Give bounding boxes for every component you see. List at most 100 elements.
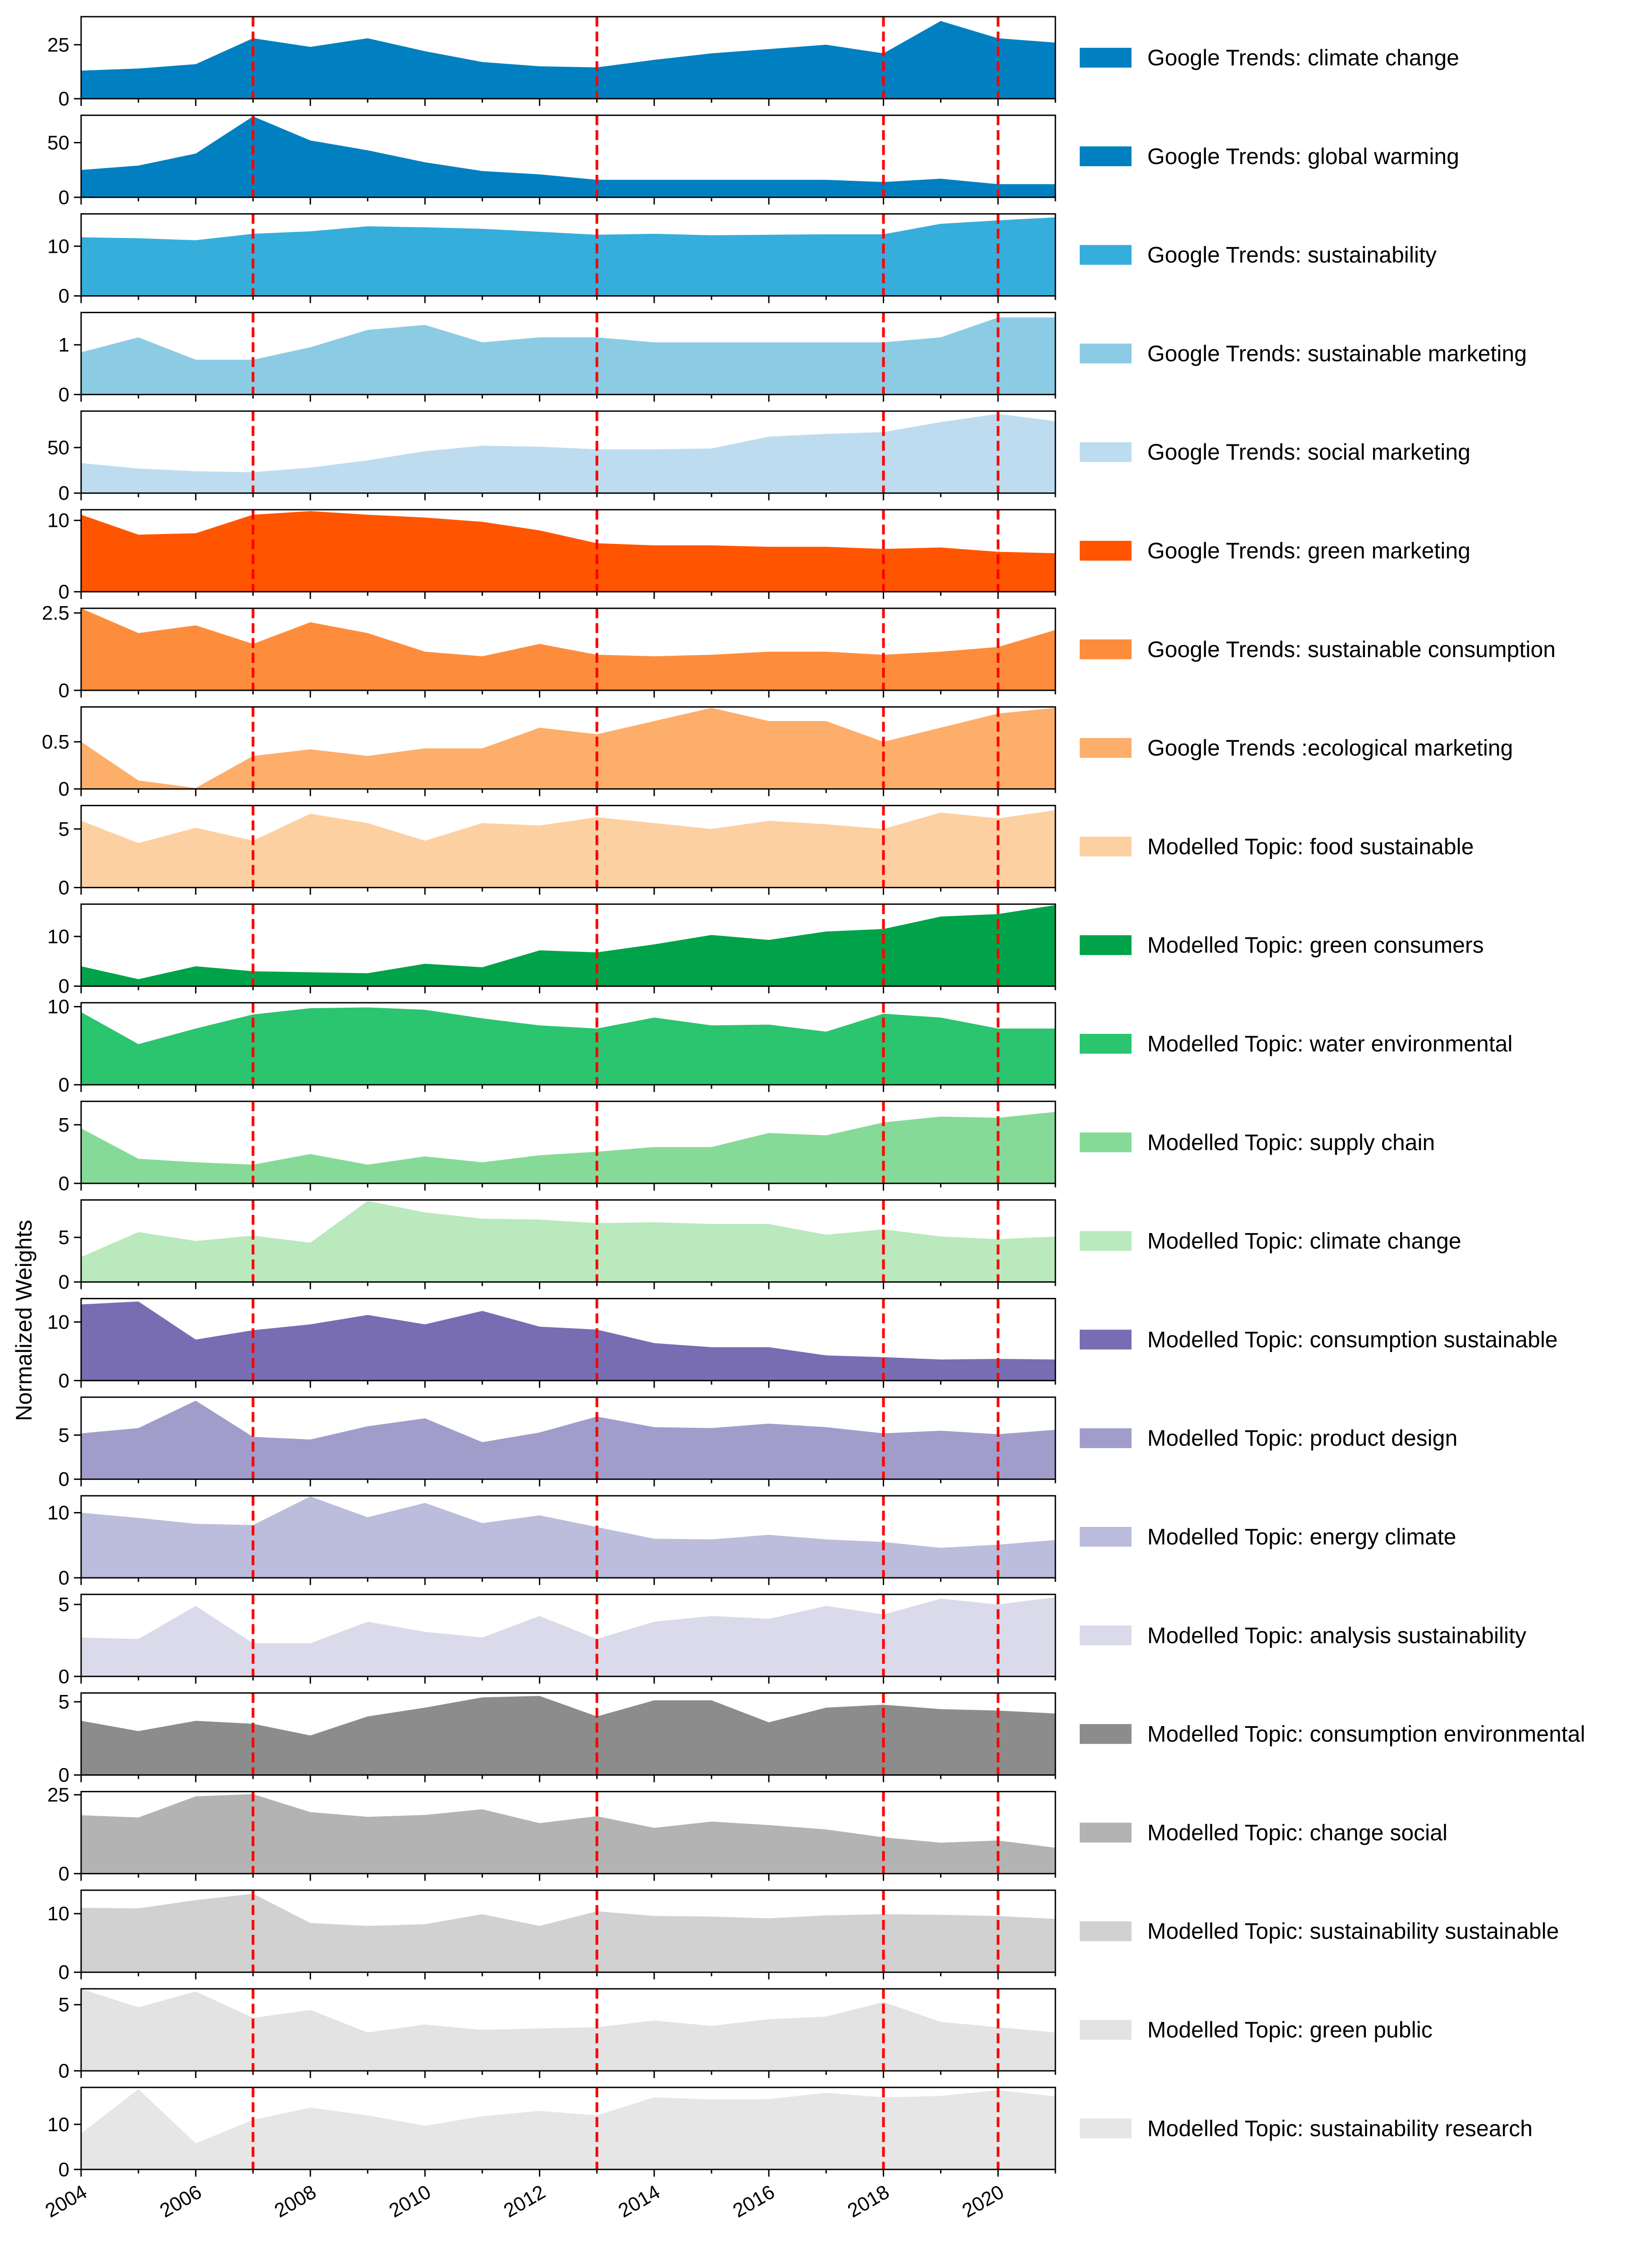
legend-swatch-4 bbox=[1080, 343, 1132, 364]
panel-8: 0 0.5 Google Trends :ecological marketing bbox=[42, 706, 1513, 800]
panel-frame bbox=[80, 16, 1056, 100]
y-tick-label: 1 bbox=[59, 334, 69, 356]
y-tick-label: 10 bbox=[47, 926, 69, 948]
legend-swatch-1 bbox=[1080, 48, 1132, 68]
y-tick-label: 0 bbox=[59, 975, 69, 997]
y-tick-label: 0 bbox=[59, 88, 69, 110]
panel-frame bbox=[80, 114, 1056, 198]
panel-frame bbox=[80, 213, 1056, 297]
panel-12: 0 5 Modelled Topic: supply chain bbox=[59, 1101, 1435, 1195]
legend-label-11: Modelled Topic: water environmental bbox=[1147, 1031, 1513, 1056]
y-tick-label: 25 bbox=[47, 1784, 69, 1806]
area-series-19 bbox=[81, 1794, 1055, 1874]
y-tick-label: 2.5 bbox=[42, 602, 69, 624]
legend-label-18: Modelled Topic: consumption environmenta… bbox=[1147, 1722, 1585, 1747]
y-tick-label: 50 bbox=[47, 437, 69, 459]
panel-5: 0 50 Google Trends: social marketing bbox=[47, 410, 1470, 504]
y-tick-label: 50 bbox=[47, 132, 69, 154]
y-axis-title: Normalized Weights bbox=[11, 1220, 37, 1421]
legend-label-19: Modelled Topic: change social bbox=[1147, 1820, 1447, 1845]
legend-swatch-15 bbox=[1080, 1428, 1132, 1448]
x-tick-label-2008: 2008 bbox=[271, 2181, 320, 2222]
y-tick-label: 0 bbox=[59, 187, 69, 209]
y-tick-label: 0 bbox=[59, 1468, 69, 1490]
x-tick-label-2016: 2016 bbox=[729, 2181, 778, 2222]
panel-11: 0 10 Modelled Topic: water environmental bbox=[47, 996, 1513, 1096]
panel-frame bbox=[80, 1692, 1056, 1776]
y-tick-label: 0 bbox=[59, 2060, 69, 2082]
y-tick-label: 5 bbox=[59, 1594, 69, 1616]
area-series-4 bbox=[81, 317, 1055, 395]
legend-label-15: Modelled Topic: product design bbox=[1147, 1425, 1457, 1451]
legend-label-12: Modelled Topic: supply chain bbox=[1147, 1130, 1435, 1155]
y-tick-label: 5 bbox=[59, 1691, 69, 1713]
legend-label-13: Modelled Topic: climate change bbox=[1147, 1229, 1461, 1254]
panel-frame bbox=[80, 1199, 1056, 1283]
y-tick-label: 0 bbox=[59, 1271, 69, 1293]
y-tick-label: 5 bbox=[59, 1114, 69, 1136]
area-series-10 bbox=[81, 905, 1055, 987]
panel-7: 0 2.5 Google Trends: sustainable consumpti… bbox=[42, 602, 1556, 702]
x-tick-label-2020: 2020 bbox=[958, 2181, 1008, 2222]
x-tick-label-2004: 2004 bbox=[41, 2181, 91, 2222]
panel-20: 0 10 Modelled Topic: sustainability sustai… bbox=[47, 1889, 1559, 1983]
area-series-8 bbox=[81, 708, 1055, 789]
y-tick-label: 0 bbox=[59, 384, 69, 406]
y-tick-label: 0 bbox=[59, 1764, 69, 1786]
y-tick-label: 0 bbox=[59, 1666, 69, 1688]
panel-14: 0 10 Modelled Topic: consumption sustainab… bbox=[47, 1297, 1558, 1392]
y-tick-label: 0 bbox=[59, 1863, 69, 1885]
legend-label-8: Google Trends :ecological marketing bbox=[1147, 735, 1513, 761]
area-series-15 bbox=[81, 1401, 1055, 1480]
y-tick-label: 0 bbox=[59, 581, 69, 603]
y-tick-label: 0 bbox=[59, 680, 69, 702]
legend-swatch-10 bbox=[1080, 935, 1132, 955]
panel-17: 0 5 Modelled Topic: analysis sustainabilit… bbox=[59, 1594, 1527, 1688]
legend-swatch-14 bbox=[1080, 1329, 1132, 1350]
panel-frame bbox=[80, 1002, 1056, 1086]
panel-frame bbox=[80, 706, 1056, 790]
legend-swatch-16 bbox=[1080, 1527, 1132, 1547]
legend-swatch-17 bbox=[1080, 1625, 1132, 1645]
legend-swatch-21 bbox=[1080, 2020, 1132, 2040]
panel-22: 0 10 Modelled Topic: sustainability resear… bbox=[47, 2087, 1533, 2181]
legend-swatch-8 bbox=[1080, 738, 1132, 758]
y-tick-label: 0 bbox=[59, 482, 69, 504]
panel-frame bbox=[80, 1396, 1056, 1480]
legend-label-22: Modelled Topic: sustainability research bbox=[1147, 2116, 1533, 2141]
panel-19: 0 25 Modelled Topic: change social bbox=[47, 1784, 1447, 1885]
x-tick-label-2012: 2012 bbox=[500, 2181, 549, 2222]
y-tick-label: 0 bbox=[59, 1173, 69, 1195]
panel-2: 0 50 Google Trends: global warming bbox=[47, 114, 1459, 209]
panel-frame bbox=[80, 804, 1056, 888]
legend-label-9: Modelled Topic: food sustainable bbox=[1147, 834, 1474, 859]
panel-15: 0 5 Modelled Topic: product design bbox=[59, 1396, 1457, 1490]
area-series-14 bbox=[81, 1301, 1055, 1381]
panel-frame bbox=[80, 2087, 1056, 2170]
area-series-11 bbox=[81, 1007, 1055, 1085]
area-series-9 bbox=[81, 810, 1055, 888]
y-tick-label: 10 bbox=[47, 996, 69, 1018]
panel-frame bbox=[80, 410, 1056, 494]
legend-swatch-11 bbox=[1080, 1034, 1132, 1054]
x-tick-label-2014: 2014 bbox=[615, 2181, 664, 2222]
panel-3: 0 10 Google Trends: sustainability bbox=[47, 213, 1437, 307]
y-tick-label: 0 bbox=[59, 285, 69, 307]
area-series-5 bbox=[81, 414, 1055, 493]
area-series-16 bbox=[81, 1496, 1055, 1578]
panel-9: 0 5 Modelled Topic: food sustainable bbox=[59, 804, 1474, 899]
panel-6: 0 10 Google Trends: green marketing bbox=[47, 509, 1470, 603]
panel-frame bbox=[80, 1791, 1056, 1874]
area-series-20 bbox=[81, 1894, 1055, 1973]
y-tick-label: 0.5 bbox=[42, 731, 69, 753]
legend-swatch-13 bbox=[1080, 1231, 1132, 1251]
legend-swatch-3 bbox=[1080, 245, 1132, 265]
legend-label-10: Modelled Topic: green consumers bbox=[1147, 932, 1484, 958]
legend-label-7: Google Trends: sustainable consumption bbox=[1147, 637, 1556, 662]
area-series-6 bbox=[81, 511, 1055, 592]
y-tick-label: 5 bbox=[59, 818, 69, 840]
panel-frame bbox=[80, 903, 1056, 987]
y-tick-label: 0 bbox=[59, 1074, 69, 1096]
